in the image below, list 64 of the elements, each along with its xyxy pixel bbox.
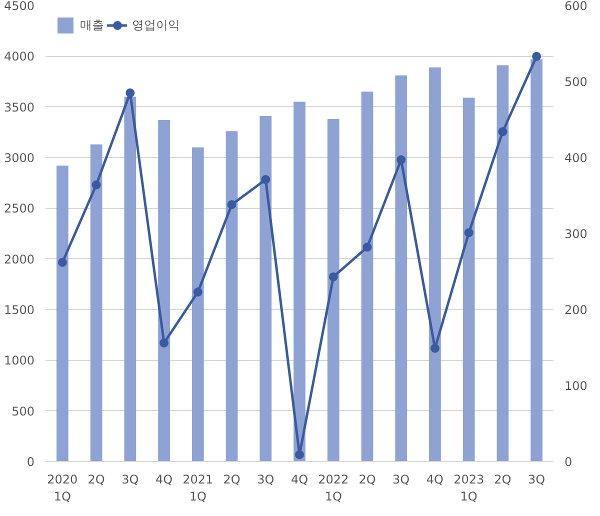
y-tick-label: 1000: [4, 354, 35, 368]
point: [160, 338, 169, 348]
point: [396, 155, 406, 164]
point: [126, 88, 135, 98]
y2-tick-label: 0: [564, 455, 572, 469]
bar: [158, 120, 170, 462]
x-tick-label: 3Q: [122, 472, 139, 486]
y-tick-label: 3500: [4, 100, 35, 114]
x-tick-label: 3Q: [528, 472, 546, 486]
x-tick-label: 2022 1Q: [318, 472, 349, 504]
bar: [192, 147, 204, 462]
point: [261, 175, 270, 184]
y2-tick-label: 600: [564, 0, 588, 13]
bar: [496, 65, 509, 462]
y-tick-label: 2500: [4, 202, 35, 216]
bar: [395, 75, 408, 462]
point: [295, 450, 304, 460]
x-tick-label: 2020 1Q: [47, 472, 78, 504]
y-tick-label: 4500: [4, 0, 35, 13]
y-tick-label: 4000: [4, 50, 35, 64]
legend-label: 영업이익: [132, 16, 180, 34]
y-tick-label: 2000: [4, 252, 35, 266]
bar: [260, 116, 272, 462]
legend-label: 매출: [80, 16, 104, 34]
x-tick-label: 2023 1Q: [454, 472, 484, 504]
y-tick-label: 3000: [4, 151, 35, 165]
x-tick-label: 4Q: [290, 472, 308, 486]
point: [58, 258, 67, 267]
y2-tick-label: 100: [564, 379, 588, 393]
x-tick-label: 2Q: [88, 472, 105, 486]
point: [193, 288, 202, 297]
x-tick-label: 3Q: [257, 472, 274, 486]
x-tick-label: 2Q: [223, 472, 240, 486]
y2-tick-label: 400: [564, 151, 588, 165]
bar: [462, 98, 475, 462]
y2-tick-label: 200: [564, 303, 588, 317]
y-tick-label: 500: [12, 404, 34, 418]
point: [92, 180, 101, 190]
point: [464, 228, 474, 238]
x-tick-label: 2Q: [494, 472, 512, 486]
point: [328, 272, 338, 282]
x-tick-label: 2021 1Q: [182, 472, 214, 504]
bar: [327, 118, 340, 462]
bar: [90, 144, 102, 462]
point: [362, 242, 372, 252]
y2-tick-label: 300: [564, 227, 588, 241]
point: [498, 127, 508, 136]
bar: [429, 67, 441, 462]
bar: [56, 166, 68, 462]
x-tick-label: 4Q: [155, 472, 173, 486]
point: [430, 344, 440, 353]
point: [227, 200, 236, 210]
y2-tick-label: 500: [564, 75, 588, 89]
bar: [361, 92, 374, 462]
bar: [124, 96, 136, 462]
bar: [226, 131, 238, 462]
bar: [294, 102, 306, 462]
x-tick-label: 2Q: [358, 472, 376, 486]
point: [532, 52, 542, 61]
y-tick-label: 0: [26, 455, 35, 469]
x-tick-label: 3Q: [392, 472, 410, 486]
x-tick-label: 4Q: [426, 472, 444, 486]
y-tick-label: 1500: [4, 303, 35, 317]
bar: [530, 59, 542, 462]
